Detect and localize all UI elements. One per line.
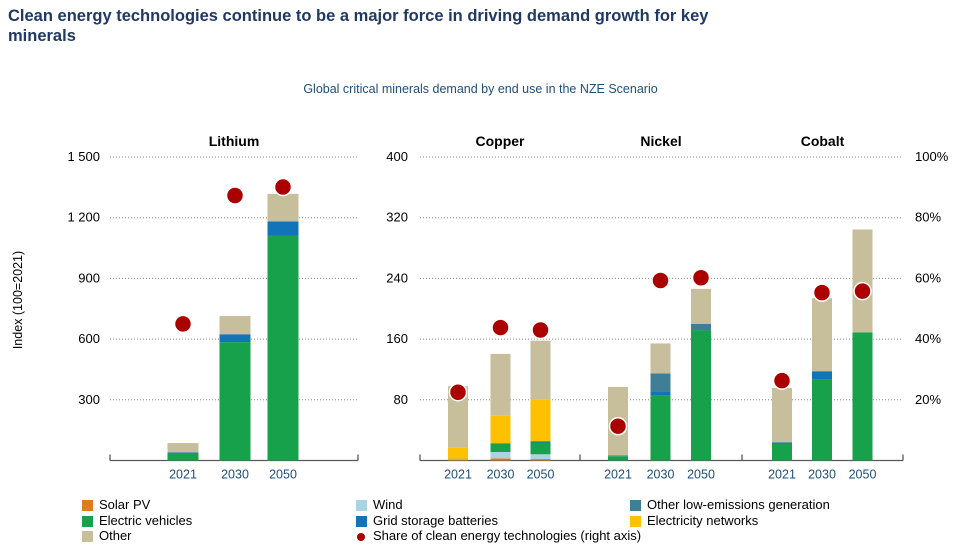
- svg-text:600: 600: [78, 331, 100, 346]
- svg-text:Lithium: Lithium: [209, 133, 260, 149]
- svg-text:2050: 2050: [269, 468, 297, 482]
- svg-text:2030: 2030: [221, 468, 249, 482]
- svg-text:300: 300: [78, 392, 100, 407]
- svg-text:240: 240: [386, 270, 408, 285]
- svg-text:2021: 2021: [604, 468, 632, 482]
- svg-text:20%: 20%: [915, 392, 941, 407]
- svg-text:2050: 2050: [527, 468, 555, 482]
- svg-text:Nickel: Nickel: [640, 133, 681, 149]
- svg-text:2050: 2050: [687, 468, 715, 482]
- svg-text:1 200: 1 200: [67, 210, 100, 225]
- svg-text:40%: 40%: [915, 331, 941, 346]
- svg-text:60%: 60%: [915, 270, 941, 285]
- svg-text:400: 400: [386, 149, 408, 164]
- svg-text:2050: 2050: [849, 468, 877, 482]
- svg-text:80: 80: [394, 392, 408, 407]
- svg-text:2030: 2030: [487, 468, 515, 482]
- svg-text:2021: 2021: [169, 468, 197, 482]
- svg-text:900: 900: [78, 270, 100, 285]
- svg-text:2021: 2021: [444, 468, 472, 482]
- svg-text:80%: 80%: [915, 210, 941, 225]
- svg-text:Copper: Copper: [476, 133, 526, 149]
- svg-text:1 500: 1 500: [67, 149, 100, 164]
- svg-text:100%: 100%: [915, 149, 949, 164]
- svg-text:Index (100=2021): Index (100=2021): [11, 251, 25, 349]
- svg-text:2030: 2030: [808, 468, 836, 482]
- svg-text:320: 320: [386, 210, 408, 225]
- svg-text:Cobalt: Cobalt: [801, 133, 845, 149]
- svg-text:2021: 2021: [768, 468, 796, 482]
- svg-text:160: 160: [386, 331, 408, 346]
- svg-text:2030: 2030: [647, 468, 675, 482]
